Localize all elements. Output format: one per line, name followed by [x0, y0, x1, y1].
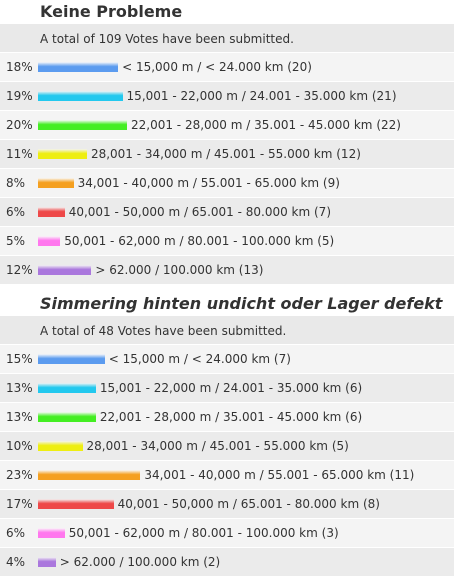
- option-row: 5% 50,001 - 62,000 m / 80.001 - 100.000 k…: [0, 226, 454, 255]
- result-bar: [38, 207, 65, 217]
- percent-label: 5%: [6, 234, 26, 248]
- result-bar: [38, 178, 74, 188]
- option-list: 15% < 15,000 m / < 24.000 km (7) 13% 15,001…: [0, 344, 454, 576]
- vote-total: A total of 48 Votes have been submitted.: [0, 316, 454, 344]
- option-label: 50,001 - 62,000 m / 80.001 - 100.000 km …: [68, 526, 339, 540]
- poll-title: Keine Probleme: [40, 2, 183, 21]
- result-bar: [38, 499, 114, 509]
- percent-label: 20%: [6, 118, 33, 132]
- option-list: 18% < 15,000 m / < 24.000 km (20) 19% 15,00…: [0, 52, 454, 284]
- percent-label: 4%: [6, 555, 26, 569]
- percent-label: 12%: [6, 263, 33, 277]
- option-label: 34,001 - 40,000 m / 55.001 - 65.000 km (…: [144, 468, 415, 482]
- option-row: 17% 40,001 - 50,000 m / 65.001 - 80.000 k…: [0, 489, 454, 518]
- percent-label: 6%: [6, 526, 26, 540]
- percent-label: 17%: [6, 497, 33, 511]
- option-label: 40,001 - 50,000 m / 65.001 - 80.000 km (…: [117, 497, 380, 511]
- option-label: 40,001 - 50,000 m / 65.001 - 80.000 km (…: [68, 205, 331, 219]
- result-bar: [38, 236, 61, 246]
- option-row: 18% < 15,000 m / < 24.000 km (20): [0, 52, 454, 81]
- option-row: 13% 22,001 - 28,000 m / 35.001 - 45.000 k…: [0, 402, 454, 431]
- option-label: 28,001 - 34,000 m / 45.001 - 55.000 km (…: [86, 439, 349, 453]
- percent-label: 6%: [6, 205, 26, 219]
- option-label: 15,001 - 22,000 m / 24.001 - 35.000 km (…: [99, 381, 363, 395]
- option-row: 8% 34,001 - 40,000 m / 55.001 - 65.000 km…: [0, 168, 454, 197]
- poll-title: Simmering hinten undicht oder Lager defe…: [40, 294, 443, 313]
- option-row: 19% 15,001 - 22,000 m / 24.001 - 35.000 k…: [0, 81, 454, 110]
- result-bar: [38, 120, 127, 130]
- poll: Keine Probleme A total of 109 Votes have …: [0, 0, 454, 284]
- result-bar: [38, 383, 96, 393]
- result-bar: [38, 265, 92, 275]
- result-bar: [38, 441, 83, 451]
- percent-label: 23%: [6, 468, 33, 482]
- result-bar: [38, 91, 123, 101]
- percent-label: 15%: [6, 352, 33, 366]
- result-bar: [38, 470, 141, 480]
- option-row: 6% 40,001 - 50,000 m / 65.001 - 80.000 km…: [0, 197, 454, 226]
- option-row: 15% < 15,000 m / < 24.000 km (7): [0, 344, 454, 373]
- result-bar: [38, 149, 87, 159]
- result-bar: [38, 557, 56, 567]
- option-label: 28,001 - 34,000 m / 45.001 - 55.000 km (…: [90, 147, 361, 161]
- option-label: 22,001 - 28,000 m / 35.001 - 45.000 km (…: [99, 410, 363, 424]
- result-bar: [38, 354, 105, 364]
- option-label: 34,001 - 40,000 m / 55.001 - 65.000 km (…: [77, 176, 340, 190]
- option-row: 10% 28,001 - 34,000 m / 45.001 - 55.000 k…: [0, 431, 454, 460]
- result-bar: [38, 528, 65, 538]
- vote-total: A total of 109 Votes have been submitted…: [0, 24, 454, 52]
- percent-label: 13%: [6, 410, 33, 424]
- result-bar: [38, 412, 96, 422]
- percent-label: 10%: [6, 439, 33, 453]
- result-bar: [38, 62, 119, 72]
- option-label: < 15,000 m / < 24.000 km (7): [108, 352, 291, 366]
- percent-label: 11%: [6, 147, 33, 161]
- option-row: 23% 34,001 - 40,000 m / 55.001 - 65.000 k…: [0, 460, 454, 489]
- percent-label: 18%: [6, 60, 33, 74]
- option-label: < 15,000 m / < 24.000 km (20): [122, 60, 312, 74]
- percent-label: 19%: [6, 89, 33, 103]
- option-label: > 62.000 / 100.000 km (2): [59, 555, 221, 569]
- option-label: 15,001 - 22,000 m / 24.001 - 35.000 km (…: [126, 89, 397, 103]
- percent-label: 13%: [6, 381, 33, 395]
- option-label: > 62.000 / 100.000 km (13): [95, 263, 264, 277]
- option-row: 11% 28,001 - 34,000 m / 45.001 - 55.000 k…: [0, 139, 454, 168]
- option-row: 6% 50,001 - 62,000 m / 80.001 - 100.000 k…: [0, 518, 454, 547]
- option-row: 13% 15,001 - 22,000 m / 24.001 - 35.000 k…: [0, 373, 454, 402]
- option-row: 12% > 62.000 / 100.000 km (13): [0, 255, 454, 284]
- option-label: 50,001 - 62,000 m / 80.001 - 100.000 km …: [64, 234, 335, 248]
- poll: Simmering hinten undicht oder Lager defe…: [0, 292, 454, 576]
- option-row: 20% 22,001 - 28,000 m / 35.001 - 45.000 k…: [0, 110, 454, 139]
- option-label: 22,001 - 28,000 m / 35.001 - 45.000 km (…: [131, 118, 401, 132]
- option-row: 4% > 62.000 / 100.000 km (2): [0, 547, 454, 576]
- percent-label: 8%: [6, 176, 26, 190]
